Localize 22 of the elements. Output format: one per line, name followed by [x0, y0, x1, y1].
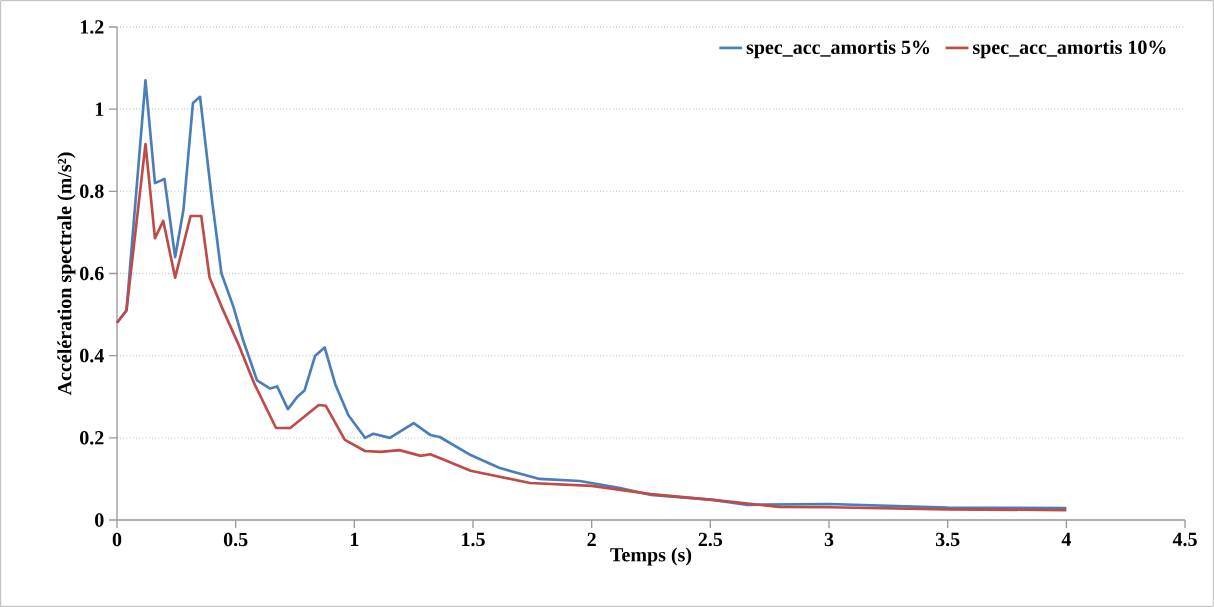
x-tick-label: 3.5 [935, 532, 960, 547]
y-tick-label: 0.2 [80, 431, 104, 445]
x-tick-label: 1.5 [462, 532, 485, 547]
y-tick-label: 0.8 [80, 184, 104, 199]
x-axis-title: Temps (s) [610, 547, 692, 566]
legend-label: spec_acc_amortis 10% [973, 40, 1166, 59]
y-tick-label: 1 [95, 102, 104, 116]
x-tick-label: 1 [350, 532, 359, 546]
x-tick-label: 0 [112, 532, 122, 547]
y-tick-label: 0.6 [80, 266, 104, 281]
y-tick-label: 0.4 [80, 348, 104, 363]
x-tick-label: 4.5 [1172, 532, 1197, 547]
y-axis-title: Accélération spectrale (m/s²) [57, 152, 76, 396]
x-tick-label: 2 [587, 532, 596, 546]
y-tick-label: 1.2 [80, 20, 104, 34]
x-tick-label: 3 [824, 532, 834, 547]
y-tick-label: 0 [95, 513, 104, 527]
x-tick-label: 4 [1061, 532, 1071, 546]
line-series [115, 142, 1068, 512]
x-tick-label: 0.5 [223, 532, 248, 547]
legend-label: spec_acc_amortis 5% [746, 40, 930, 59]
x-tick-label: 2.5 [698, 532, 723, 547]
